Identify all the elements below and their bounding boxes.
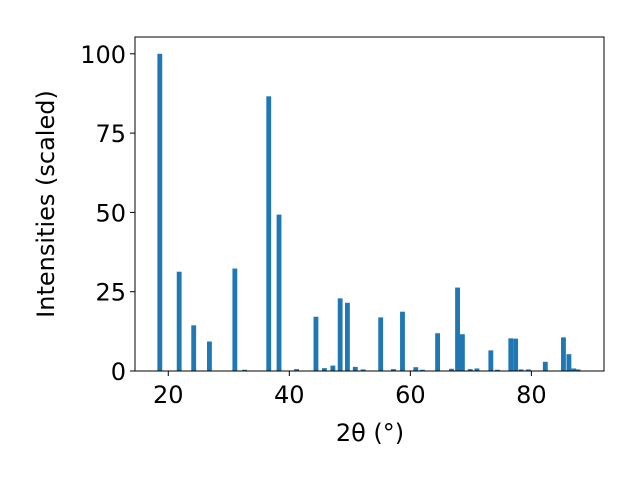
y-axis-ticks: 0 25 50 75 100 bbox=[80, 41, 135, 386]
bar bbox=[435, 333, 441, 371]
x-tick-label: 40 bbox=[274, 381, 305, 409]
bar bbox=[525, 369, 531, 371]
bar bbox=[330, 365, 336, 371]
bar bbox=[266, 96, 272, 372]
bar bbox=[575, 369, 581, 371]
bar bbox=[191, 325, 197, 371]
bar bbox=[508, 338, 514, 371]
bar bbox=[420, 369, 425, 371]
bar bbox=[459, 334, 465, 371]
y-tick-label: 75 bbox=[95, 120, 126, 148]
bar bbox=[400, 311, 405, 371]
bar bbox=[495, 369, 500, 371]
bar bbox=[207, 341, 212, 371]
bar bbox=[413, 367, 419, 371]
bar bbox=[542, 361, 548, 371]
x-tick-label: 20 bbox=[153, 381, 184, 409]
bar bbox=[455, 287, 460, 371]
bar bbox=[513, 338, 519, 371]
bar bbox=[474, 368, 480, 371]
bar bbox=[321, 368, 327, 371]
bar bbox=[449, 368, 454, 371]
bar bbox=[467, 369, 473, 371]
bar bbox=[242, 369, 247, 371]
bar bbox=[566, 354, 572, 371]
bar bbox=[488, 350, 494, 371]
bar bbox=[571, 368, 577, 371]
bar bbox=[518, 369, 524, 371]
y-axis-label: Intensities (scaled) bbox=[32, 90, 60, 318]
bar bbox=[561, 337, 566, 371]
bar bbox=[360, 369, 366, 371]
x-axis-label: 2θ (°) bbox=[336, 419, 404, 447]
bar bbox=[344, 302, 350, 371]
bar bbox=[276, 214, 282, 371]
y-tick-label: 100 bbox=[80, 41, 126, 69]
bar bbox=[294, 369, 299, 371]
bars-group bbox=[157, 53, 581, 372]
x-tick-label: 80 bbox=[516, 381, 547, 409]
y-tick-label: 25 bbox=[95, 279, 126, 307]
y-tick-label: 0 bbox=[111, 358, 126, 386]
bar bbox=[176, 271, 182, 371]
bar bbox=[232, 268, 238, 371]
bar bbox=[378, 317, 384, 371]
bar bbox=[157, 53, 163, 372]
bar bbox=[337, 298, 343, 371]
x-axis-ticks: 20 40 60 80 bbox=[153, 371, 547, 409]
x-tick-label: 60 bbox=[395, 381, 426, 409]
bar bbox=[352, 366, 358, 371]
plot-frame bbox=[134, 36, 605, 372]
bar bbox=[390, 369, 396, 371]
y-tick-label: 50 bbox=[95, 199, 126, 227]
bar bbox=[313, 316, 319, 371]
